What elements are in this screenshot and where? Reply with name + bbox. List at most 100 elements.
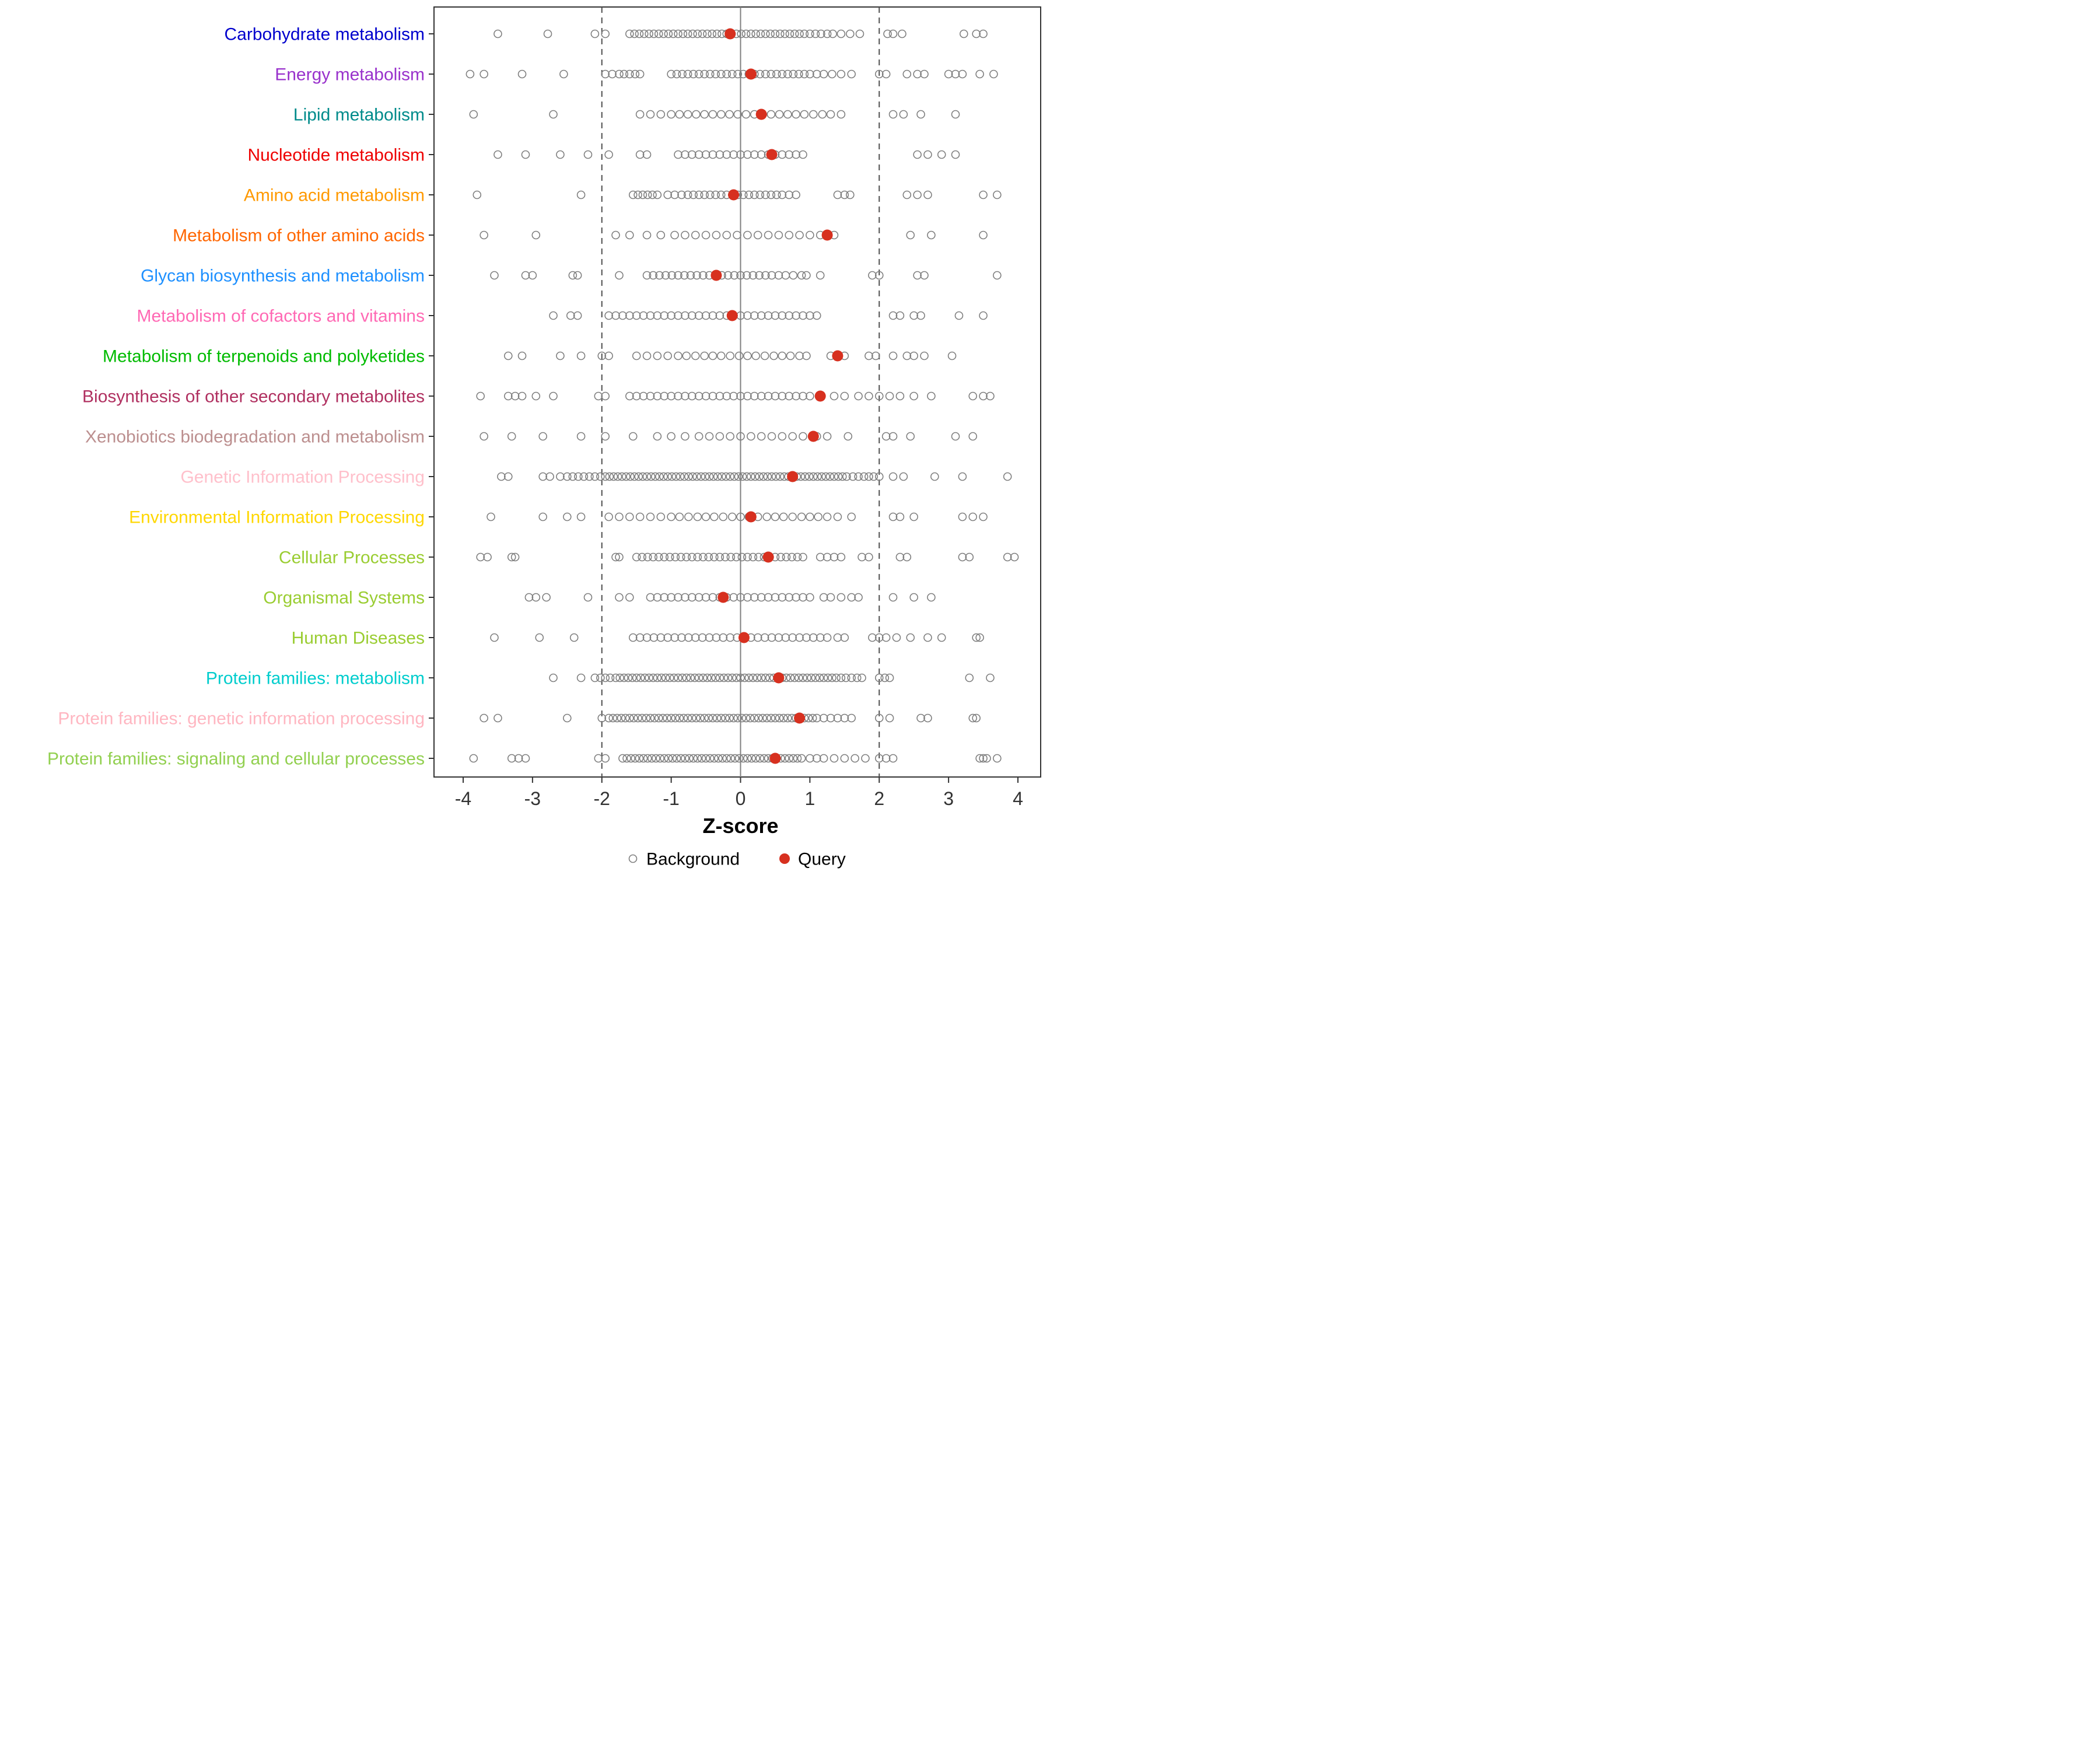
- background-point: [771, 593, 780, 602]
- background-point: [681, 150, 690, 159]
- background-point: [979, 311, 988, 320]
- background-point: [923, 190, 932, 200]
- background-point: [1010, 552, 1019, 562]
- background-point: [898, 29, 907, 38]
- background-point: [747, 432, 755, 441]
- background-point: [667, 472, 677, 481]
- background-point: [979, 754, 988, 763]
- background-point: [713, 472, 722, 481]
- background-point: [597, 351, 607, 360]
- background-point: [643, 552, 652, 562]
- background-point: [664, 29, 673, 38]
- background-point: [738, 472, 747, 481]
- background-point: [708, 150, 718, 159]
- background-point: [708, 713, 718, 723]
- background-point: [617, 472, 626, 481]
- background-point: [729, 593, 738, 602]
- category-label: Biosynthesis of other secondary metaboli…: [82, 387, 425, 407]
- background-point: [604, 512, 613, 522]
- background-point: [699, 552, 708, 562]
- background-point: [734, 754, 744, 763]
- background-point: [640, 673, 649, 682]
- background-point: [628, 190, 638, 200]
- background-point: [888, 754, 898, 763]
- background-point: [764, 391, 773, 401]
- background-point: [732, 673, 741, 682]
- background-point: [716, 351, 726, 360]
- background-point: [816, 633, 825, 642]
- background-point: [826, 593, 835, 602]
- background-point: [715, 391, 724, 401]
- category-label: Energy metabolism: [275, 65, 425, 85]
- background-point: [601, 391, 610, 401]
- background-point: [642, 351, 652, 360]
- background-point: [874, 472, 884, 481]
- category-label: Organismal Systems: [263, 589, 425, 608]
- background-point: [920, 271, 929, 280]
- background-point: [888, 29, 898, 38]
- background-point: [788, 432, 797, 441]
- background-point: [690, 673, 699, 682]
- background-point: [615, 271, 624, 280]
- background-point: [750, 593, 759, 602]
- background-point: [789, 271, 798, 280]
- background-point: [975, 754, 984, 763]
- background-point: [656, 110, 666, 119]
- background-point: [708, 311, 718, 320]
- background-point: [701, 472, 710, 481]
- background-point: [700, 351, 709, 360]
- background-point: [989, 69, 998, 79]
- background-point: [611, 552, 620, 562]
- query-point: [794, 712, 806, 724]
- background-point: [864, 351, 873, 360]
- background-point: [693, 552, 702, 562]
- background-point: [766, 713, 776, 723]
- background-point: [700, 69, 709, 79]
- background-point: [736, 512, 745, 522]
- background-point: [868, 271, 877, 280]
- background-point: [927, 593, 936, 602]
- background-point: [672, 69, 681, 79]
- background-point: [767, 633, 776, 642]
- background-point: [514, 754, 523, 763]
- background-point: [716, 69, 726, 79]
- background-point: [909, 391, 918, 401]
- background-point: [858, 552, 866, 562]
- background-point: [778, 150, 787, 159]
- background-point: [569, 633, 579, 642]
- background-point: [573, 271, 582, 280]
- background-point: [676, 754, 685, 763]
- background-point: [806, 29, 814, 38]
- background-point: [874, 391, 884, 401]
- background-point: [678, 29, 688, 38]
- background-point: [681, 230, 690, 240]
- query-point: [745, 511, 757, 523]
- background-point: [480, 713, 488, 723]
- x-tick-label: -4: [455, 788, 471, 809]
- background-point: [631, 754, 640, 763]
- background-point: [466, 69, 475, 79]
- background-point: [678, 673, 687, 682]
- background-point: [906, 432, 915, 441]
- background-point: [817, 472, 826, 481]
- background-point: [660, 593, 669, 602]
- background-point: [813, 472, 822, 481]
- category-label: Genetic Information Processing: [180, 468, 425, 487]
- query-point: [738, 632, 750, 643]
- background-point: [836, 593, 846, 602]
- background-point: [881, 754, 891, 763]
- background-point: [951, 432, 960, 441]
- x-tick-label: 0: [736, 788, 746, 809]
- background-point: [847, 593, 856, 602]
- background-point: [521, 150, 530, 159]
- background-point: [556, 351, 565, 360]
- background-point: [684, 472, 693, 481]
- background-point: [682, 351, 691, 360]
- background-point: [597, 713, 607, 723]
- background-point: [761, 271, 770, 280]
- background-point: [727, 512, 737, 522]
- background-point: [590, 673, 600, 682]
- background-point: [688, 29, 697, 38]
- background-point: [659, 472, 668, 481]
- background-point: [649, 552, 658, 562]
